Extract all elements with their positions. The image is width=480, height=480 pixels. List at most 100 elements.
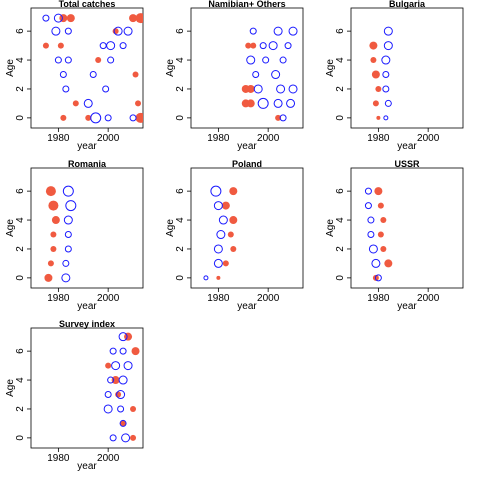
plot-frame <box>30 327 144 449</box>
negative-bubble <box>271 70 281 80</box>
plot-frame <box>190 167 304 289</box>
positive-bubble <box>372 100 379 107</box>
negative-bubble <box>276 84 286 94</box>
negative-bubble <box>107 56 115 64</box>
negative-bubble <box>118 375 128 385</box>
panel-6: Survey index 1980 2000 0 2 4 6 year Age <box>5 319 144 472</box>
positive-bubble <box>370 57 377 64</box>
y-tick-label: 6 <box>335 188 346 194</box>
positive-bubble <box>380 217 387 224</box>
y-tick-label: 2 <box>335 86 346 92</box>
plot-frame <box>30 167 144 289</box>
panel-title: Total catches <box>59 0 116 9</box>
x-tick-label: 2000 <box>417 293 440 304</box>
positive-bubble <box>135 100 142 107</box>
y-axis-label: Age <box>5 379 16 397</box>
positive-bubble <box>380 245 387 252</box>
panel-title: Romania <box>68 159 107 169</box>
negative-bubble <box>123 361 133 371</box>
negative-bubble <box>99 42 107 50</box>
y-tick-label: 4 <box>335 217 346 223</box>
negative-bubble <box>90 112 102 124</box>
negative-bubble <box>288 26 298 36</box>
negative-bubble <box>216 230 226 240</box>
panel-2: Bulgaria 1980 2000 0 2 4 6 year Age <box>325 0 464 152</box>
positive-bubble <box>105 362 112 369</box>
negative-bubble <box>119 419 127 427</box>
y-tick-label: 6 <box>335 28 346 34</box>
positive-bubble <box>375 85 382 92</box>
negative-bubble <box>42 14 50 22</box>
plot-frame <box>30 7 144 129</box>
negative-bubble <box>213 258 223 268</box>
positive-bubble <box>229 187 238 196</box>
positive-bubble <box>111 376 120 385</box>
panel-3: Romania 1980 2000 0 2 4 6 year Age <box>5 159 144 312</box>
x-tick-label: 1980 <box>47 133 70 144</box>
positive-bubble <box>372 274 379 281</box>
negative-bubble <box>121 433 131 443</box>
positive-bubble <box>250 42 257 49</box>
negative-bubble <box>279 114 287 122</box>
x-tick-label: 2000 <box>257 133 280 144</box>
negative-bubble <box>210 185 222 197</box>
positive-bubble <box>230 245 237 252</box>
y-tick-label: 0 <box>335 275 346 281</box>
positive-bubble <box>222 260 229 267</box>
negative-bubble <box>382 71 390 79</box>
y-tick-label: 0 <box>15 115 26 121</box>
x-axis-label: year <box>397 141 417 152</box>
positive-bubble <box>135 13 143 24</box>
panel-1: Namibian+ Others 1980 2000 0 2 4 6 year Age <box>165 0 304 152</box>
positive-bubble <box>44 273 53 282</box>
negative-bubble <box>129 114 137 122</box>
positive-bubble <box>47 260 54 267</box>
y-tick-label: 2 <box>175 246 186 252</box>
negative-bubble <box>364 187 372 195</box>
panel-5: USSR 1980 2000 0 2 4 6 year Age <box>325 159 464 312</box>
bubble-layer <box>241 26 298 122</box>
positive-bubble <box>59 14 68 23</box>
x-axis-label: year <box>397 301 417 312</box>
positive-bubble <box>129 14 138 23</box>
plot-frame <box>190 7 304 129</box>
y-axis-label: Age <box>325 59 336 77</box>
panel-title: USSR <box>394 159 420 169</box>
y-tick-label: 6 <box>15 348 26 354</box>
positive-bubble <box>371 70 380 79</box>
negative-bubble <box>288 84 298 94</box>
x-tick-label: 2000 <box>97 293 120 304</box>
x-tick-label: 2000 <box>417 133 440 144</box>
negative-bubble <box>213 244 223 254</box>
positive-bubble <box>85 114 92 121</box>
y-tick-label: 4 <box>175 57 186 63</box>
y-tick-label: 2 <box>15 86 26 92</box>
panel-title: Namibian+ Others <box>208 0 285 9</box>
negative-bubble <box>252 71 260 79</box>
negative-bubble <box>286 98 296 108</box>
y-tick-label: 4 <box>15 377 26 383</box>
positive-bubble <box>66 14 75 23</box>
x-tick-label: 1980 <box>207 293 230 304</box>
x-axis-label: year <box>77 141 97 152</box>
positive-bubble <box>48 200 59 211</box>
x-tick-label: 1980 <box>207 133 230 144</box>
positive-bubble <box>130 434 137 441</box>
negative-bubble <box>104 114 112 122</box>
positive-bubble <box>51 216 60 225</box>
negative-bubble <box>257 97 269 109</box>
negative-bubble <box>253 84 263 94</box>
negative-bubble <box>364 202 372 210</box>
negative-bubble <box>61 273 71 283</box>
x-axis-label: year <box>77 461 97 472</box>
negative-bubble <box>65 200 77 212</box>
y-tick-label: 4 <box>15 57 26 63</box>
y-axis-label: Age <box>5 59 16 77</box>
negative-bubble <box>53 13 63 23</box>
positive-bubble <box>120 420 127 427</box>
positive-bubble <box>57 42 64 49</box>
negative-bubble <box>104 391 112 399</box>
negative-bubble <box>103 404 113 414</box>
panel-title: Bulgaria <box>389 0 426 9</box>
x-tick-label: 2000 <box>257 293 280 304</box>
